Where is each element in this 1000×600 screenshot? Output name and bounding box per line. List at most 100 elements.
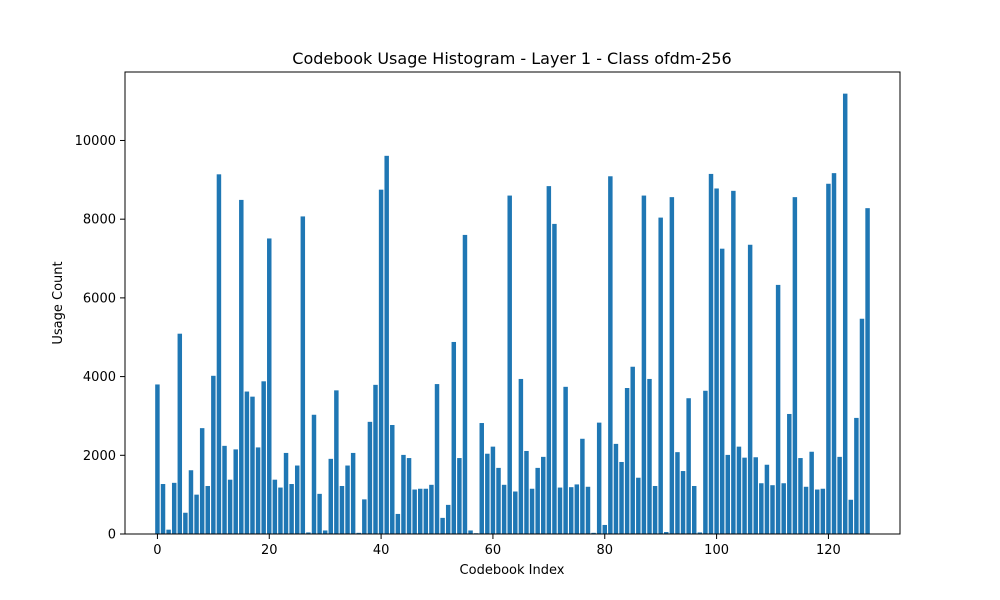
bar-69	[541, 456, 546, 534]
bar-88	[647, 378, 652, 534]
bar-74	[568, 487, 574, 534]
bar-112	[781, 483, 786, 534]
bar-13	[227, 479, 233, 534]
bar-24	[289, 484, 294, 534]
bar-9	[205, 485, 210, 534]
bar-98	[703, 390, 708, 534]
x-tick-label-100: 100	[704, 543, 729, 558]
bar-113	[787, 413, 792, 534]
bar-79	[596, 422, 602, 534]
bar-91	[664, 532, 669, 534]
bar-5	[183, 512, 188, 534]
bars-layer	[155, 93, 870, 535]
bar-92	[669, 197, 675, 534]
bar-85	[630, 366, 635, 534]
bar-125	[854, 417, 859, 534]
bar-117	[809, 451, 814, 534]
x-tick-label-80: 80	[596, 543, 613, 558]
bar-93	[675, 452, 680, 534]
bar-77	[585, 486, 591, 534]
bar-28	[311, 414, 317, 534]
x-tick-label-40: 40	[373, 543, 390, 558]
bar-66	[524, 450, 529, 534]
bar-53	[451, 341, 457, 534]
bar-115	[798, 458, 803, 534]
bar-99	[708, 173, 714, 535]
bar-41	[384, 155, 389, 534]
bar-80	[602, 524, 607, 534]
bar-94	[680, 471, 686, 534]
bar-109	[764, 464, 770, 534]
bar-101	[719, 248, 725, 534]
bar-59	[485, 453, 490, 534]
bar-70	[546, 186, 552, 534]
bar-6	[188, 470, 194, 534]
bar-87	[641, 195, 647, 534]
bar-47	[418, 488, 423, 534]
bar-61	[496, 467, 501, 534]
bar-73	[563, 386, 568, 534]
bar-121	[831, 173, 837, 534]
bar-100	[714, 188, 719, 535]
bar-105	[742, 457, 747, 534]
bar-4	[177, 333, 183, 534]
bar-8	[199, 428, 205, 534]
bar-10	[211, 375, 216, 534]
bar-116	[803, 486, 809, 534]
bar-37	[362, 499, 367, 534]
bar-126	[859, 318, 865, 534]
bar-31	[328, 458, 334, 534]
bar-32	[334, 390, 339, 534]
bar-36	[356, 532, 361, 534]
bar-90	[658, 217, 663, 534]
bar-124	[848, 499, 854, 534]
bar-68	[535, 467, 540, 534]
y-axis: 0 2000 4000 6000 8000 10000	[75, 134, 125, 543]
bar-119	[820, 488, 826, 534]
bar-49	[429, 484, 434, 534]
bar-7	[194, 494, 199, 534]
bar-83	[619, 461, 624, 534]
bar-107	[753, 457, 758, 534]
bar-56	[468, 530, 473, 534]
bar-81	[608, 176, 613, 534]
bar-95	[686, 398, 691, 534]
x-tick-label-120: 120	[816, 543, 841, 558]
y-tick-label-4000: 4000	[83, 370, 116, 385]
x-tick-label-60: 60	[485, 543, 502, 558]
bar-123	[842, 93, 848, 534]
bar-127	[865, 208, 870, 534]
bar-29	[317, 493, 322, 534]
bar-106	[747, 244, 753, 534]
bar-52	[445, 504, 451, 534]
bar-44	[401, 454, 406, 534]
bar-16	[244, 391, 250, 534]
bar-50	[434, 384, 440, 534]
bar-71	[552, 223, 557, 534]
bar-20	[267, 238, 272, 534]
y-tick-label-10000: 10000	[75, 134, 116, 149]
bar-82	[613, 443, 619, 534]
bar-104	[736, 446, 742, 534]
bar-110	[770, 485, 775, 534]
plot-frame	[124, 71, 901, 535]
y-tick-label-0: 0	[108, 528, 116, 543]
bar-22	[278, 487, 283, 534]
bar-14	[233, 449, 238, 534]
bar-86	[636, 477, 641, 534]
bar-108	[759, 483, 764, 534]
bar-15	[239, 199, 244, 534]
bar-120	[826, 183, 831, 534]
bar-62	[501, 484, 507, 534]
y-tick-label-6000: 6000	[83, 291, 116, 306]
bar-33	[339, 485, 345, 534]
bar-64	[513, 491, 518, 534]
bar-23	[283, 452, 289, 534]
bar-30	[322, 530, 328, 534]
bar-118	[815, 489, 820, 534]
bar-60	[490, 446, 496, 534]
bar-96	[691, 485, 697, 534]
bar-35	[350, 452, 356, 534]
y-axis-label: Usage Count	[51, 261, 66, 344]
